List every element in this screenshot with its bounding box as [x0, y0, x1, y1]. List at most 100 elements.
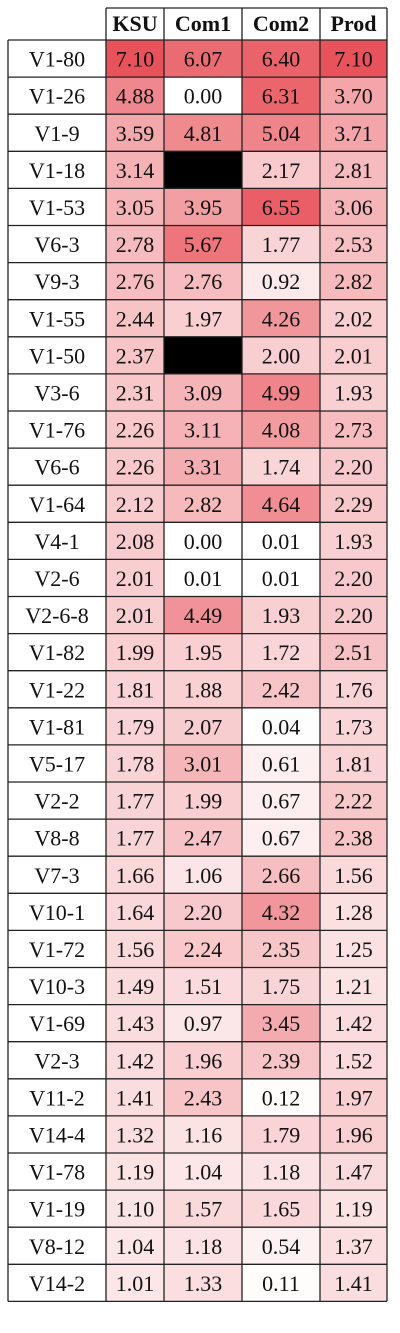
heatmap-cell-com1: [164, 1190, 242, 1228]
heatmap-cell-ksu: [106, 373, 164, 411]
cell-value-com2: 4.08: [262, 418, 301, 443]
cell-value-com2: 4.26: [262, 306, 301, 331]
heatmap-cell-prod: [320, 1264, 387, 1302]
cell-value-com2: 1.18: [262, 1160, 301, 1185]
column-header-prod: Prod: [330, 11, 376, 36]
cell-value-ksu: 1.10: [116, 1197, 155, 1222]
row-label: V5-17: [29, 751, 85, 776]
heatmap-cell-ksu: [106, 114, 164, 152]
cell-value-com2: 2.35: [262, 937, 301, 962]
row-label-cell: [8, 633, 106, 671]
heatmap-cell-com1: [164, 411, 242, 449]
heatmap-cell-ksu: [106, 670, 164, 708]
row-label-cell: [8, 1115, 106, 1153]
cell-value-prod: 1.47: [334, 1160, 373, 1185]
cell-value-ksu: 2.01: [116, 566, 155, 591]
cell-value-ksu: 1.56: [116, 937, 155, 962]
row-label-cell: [8, 522, 106, 560]
heatmap-cell-com2: [242, 77, 320, 115]
row-label-cell: [8, 485, 106, 523]
heatmap-cell-ksu: [106, 893, 164, 931]
row-label-cell: [8, 707, 106, 745]
heatmap-cell-prod: [320, 262, 387, 300]
row-label: V4-1: [34, 529, 79, 554]
cell-value-prod: 1.96: [334, 1122, 373, 1147]
cell-value-com2: 6.55: [262, 195, 301, 220]
heatmap-cell-com1: [164, 707, 242, 745]
row-label: V2-3: [34, 1048, 79, 1073]
cell-value-prod: 1.93: [334, 529, 373, 554]
cell-value-com1: 1.96: [184, 1048, 223, 1073]
heatmap-cell-com1: [164, 930, 242, 968]
cell-value-com1: 3.95: [184, 195, 223, 220]
heatmap-cell-ksu: [106, 930, 164, 968]
heatmap-cell-com1: [164, 299, 242, 337]
row-label: V1-50: [29, 343, 85, 368]
heatmap-cell-com2: [242, 707, 320, 745]
heatmap-cell-com2: [242, 596, 320, 634]
cell-value-com1: 1.88: [184, 677, 223, 702]
cell-value-ksu: 1.04: [116, 1234, 155, 1259]
heatmap-cell-com2: [242, 411, 320, 449]
row-label: V1-26: [29, 84, 85, 109]
heatmap-cell-com2: [242, 262, 320, 300]
heatmap-cell-com1: [164, 522, 242, 560]
cell-value-com1: 1.06: [184, 863, 223, 888]
heatmap-cell-com1: [164, 1041, 242, 1079]
heatmap-cell-com2: [242, 485, 320, 523]
cell-value-ksu: 3.14: [116, 158, 155, 183]
row-label: V11-2: [29, 1085, 84, 1110]
cell-value-prod: 2.38: [334, 826, 373, 851]
row-label: V1-80: [29, 47, 85, 72]
cell-value-ksu: 1.42: [116, 1048, 155, 1073]
row-label-cell: [8, 114, 106, 152]
heatmap-cell-com1: [164, 485, 242, 523]
cell-value-com1: 1.51: [184, 974, 223, 999]
cell-value-prod: 1.97: [334, 1085, 373, 1110]
cell-value-com1: 3.09: [184, 380, 223, 405]
cell-value-com2: 3.45: [262, 1011, 301, 1036]
heatmap-cell-ksu: [106, 448, 164, 486]
cell-value-prod: 1.56: [334, 863, 373, 888]
cell-value-com1: 4.49: [184, 603, 223, 628]
heatmap-cell-ksu: [106, 336, 164, 374]
cell-value-ksu: 4.88: [116, 84, 155, 109]
cell-value-ksu: 1.81: [116, 677, 155, 702]
row-label: V1-19: [29, 1197, 85, 1222]
row-label: V1-82: [29, 640, 85, 665]
row-label-cell: [8, 40, 106, 78]
cell-value-prod: 1.93: [334, 380, 373, 405]
cell-value-com1: 1.18: [184, 1234, 223, 1259]
heatmap-cell-ksu: [106, 819, 164, 857]
cell-value-com1: 1.95: [184, 640, 223, 665]
cell-value-com2: 0.04: [262, 714, 301, 739]
cell-value-com2: 0.61: [262, 751, 301, 776]
row-label: V14-2: [29, 1271, 85, 1296]
row-label: V6-6: [34, 455, 79, 480]
heatmap-cell-prod: [320, 893, 387, 931]
column-header-com1: Com1: [175, 11, 231, 36]
heatmap-cell-com1: [164, 819, 242, 857]
heatmap-cell-prod: [320, 1004, 387, 1042]
cell-value-com2: 2.42: [262, 677, 301, 702]
row-label: V2-6-8: [25, 603, 89, 628]
row-label-cell: [8, 1153, 106, 1191]
heatmap-cell-ksu: [106, 707, 164, 745]
row-label-cell: [8, 930, 106, 968]
heatmap-cell-prod: [320, 1227, 387, 1265]
heatmap-cell-prod: [320, 77, 387, 115]
heatmap-cell-com2: [242, 670, 320, 708]
cell-value-prod: 1.76: [334, 677, 373, 702]
cell-value-ksu: 1.32: [116, 1122, 155, 1147]
heatmap-cell-com1: [164, 40, 242, 78]
heatmap-cell-ksu: [106, 1115, 164, 1153]
heatmap-cell-prod: [320, 373, 387, 411]
row-label-cell: [8, 856, 106, 894]
heatmap-cell-ksu: [106, 262, 164, 300]
cell-value-ksu: 1.64: [116, 900, 155, 925]
row-label-cell: [8, 559, 106, 597]
heatmap-cell-com1: [164, 596, 242, 634]
heatmap-cell-com2: [242, 522, 320, 560]
heatmap-cell-com1: [164, 893, 242, 931]
cell-value-prod: 2.20: [334, 566, 373, 591]
